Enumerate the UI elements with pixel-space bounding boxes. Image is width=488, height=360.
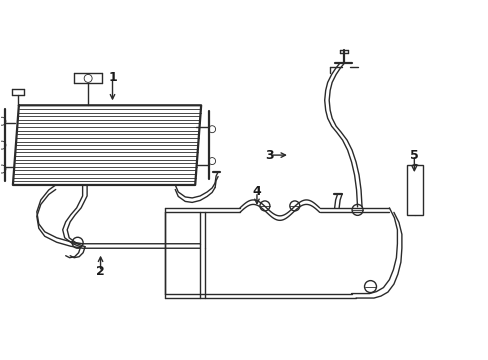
Text: 3: 3 [265,149,274,162]
Text: 2: 2 [96,265,105,278]
Text: 5: 5 [409,149,418,162]
Bar [407,165,423,215]
Text: 4: 4 [252,185,261,198]
Text: 1: 1 [108,71,117,84]
